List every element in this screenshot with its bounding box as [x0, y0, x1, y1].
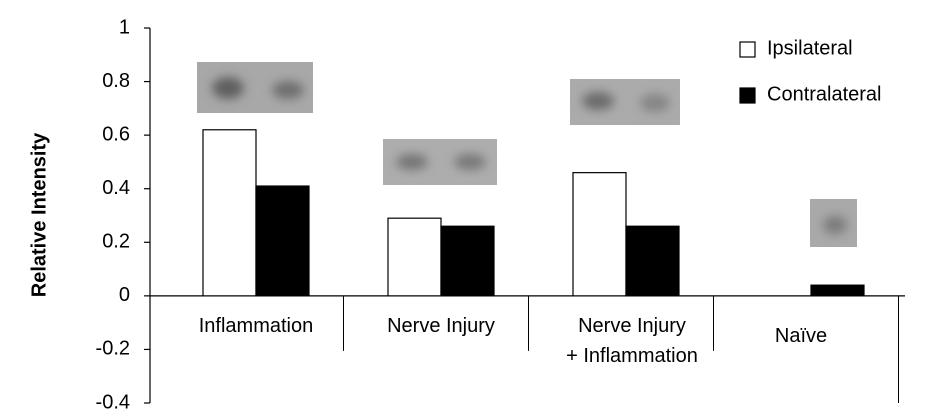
bar: [388, 218, 441, 296]
bar: [811, 285, 864, 296]
y-tick-label: 0.6: [102, 123, 130, 145]
legend-label: Contralateral: [767, 83, 882, 105]
bar: [256, 186, 309, 296]
legend-label: Ipsilateral: [767, 37, 853, 59]
bar: [441, 226, 494, 296]
y-tick-label: 0.8: [102, 70, 130, 92]
bar: [573, 173, 626, 296]
y-tick-label: -0.4: [96, 391, 130, 412]
y-axis-label: Relative Intensity: [28, 132, 50, 297]
x-tick-label: Naïve: [701, 321, 901, 351]
x-tick-label: Nerve Injury: [341, 311, 541, 341]
bar: [626, 226, 679, 296]
legend-swatch: [740, 42, 755, 57]
chart-container: Relative Intensity -0.4 -0.2 0 0.2 0.4 0.6 0.8…: [0, 0, 950, 412]
y-tick-label: 0: [119, 284, 130, 306]
y-tick-label: 1: [119, 16, 130, 38]
bar: [203, 130, 256, 296]
y-tick-label: -0.2: [96, 338, 130, 360]
y-tick-label: 0.2: [102, 231, 130, 253]
x-tick-label: Inflammation: [156, 311, 356, 341]
y-tick-label: 0.4: [102, 177, 130, 199]
legend-swatch: [740, 88, 755, 103]
